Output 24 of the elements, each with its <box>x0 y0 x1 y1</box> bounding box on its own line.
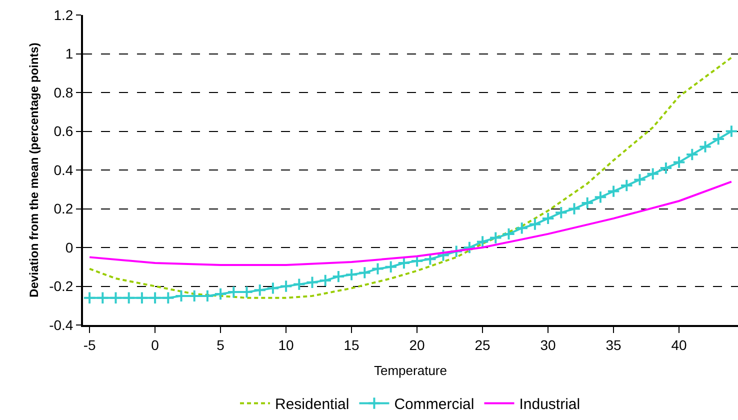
y-tick-label: 0.2 <box>54 200 74 217</box>
legend-label: Commercial <box>394 396 474 414</box>
x-tick-label: 15 <box>344 336 360 353</box>
x-tick-label: 20 <box>409 336 426 353</box>
x-tick-label: 5 <box>216 336 225 353</box>
y-tick-label: -0.4 <box>49 316 74 333</box>
x-tick-label: 40 <box>671 336 688 353</box>
y-tick-label: 1.2 <box>54 6 74 23</box>
legend-label: Industrial <box>519 396 580 414</box>
y-tick-label: 0.6 <box>54 123 74 140</box>
x-tick-label: 10 <box>278 336 294 353</box>
x-tick-label: -5 <box>83 336 96 353</box>
x-tick-label: 35 <box>606 336 622 353</box>
y-tick-label: -0.2 <box>49 278 74 294</box>
y-tick-label: 0.8 <box>54 84 74 100</box>
y-tick-label: 0 <box>65 239 74 256</box>
y-axis-title: Deviation from the mean (percentage points) <box>26 42 41 298</box>
x-tick-label: 0 <box>151 336 160 353</box>
legend-label: Residential <box>275 396 350 414</box>
y-tick-label: 1 <box>65 46 74 62</box>
x-tick-label: 30 <box>540 336 556 353</box>
x-tick-label: 25 <box>474 336 491 353</box>
x-axis-title: Temperature <box>374 362 447 378</box>
y-tick-label: 0.4 <box>54 162 74 178</box>
